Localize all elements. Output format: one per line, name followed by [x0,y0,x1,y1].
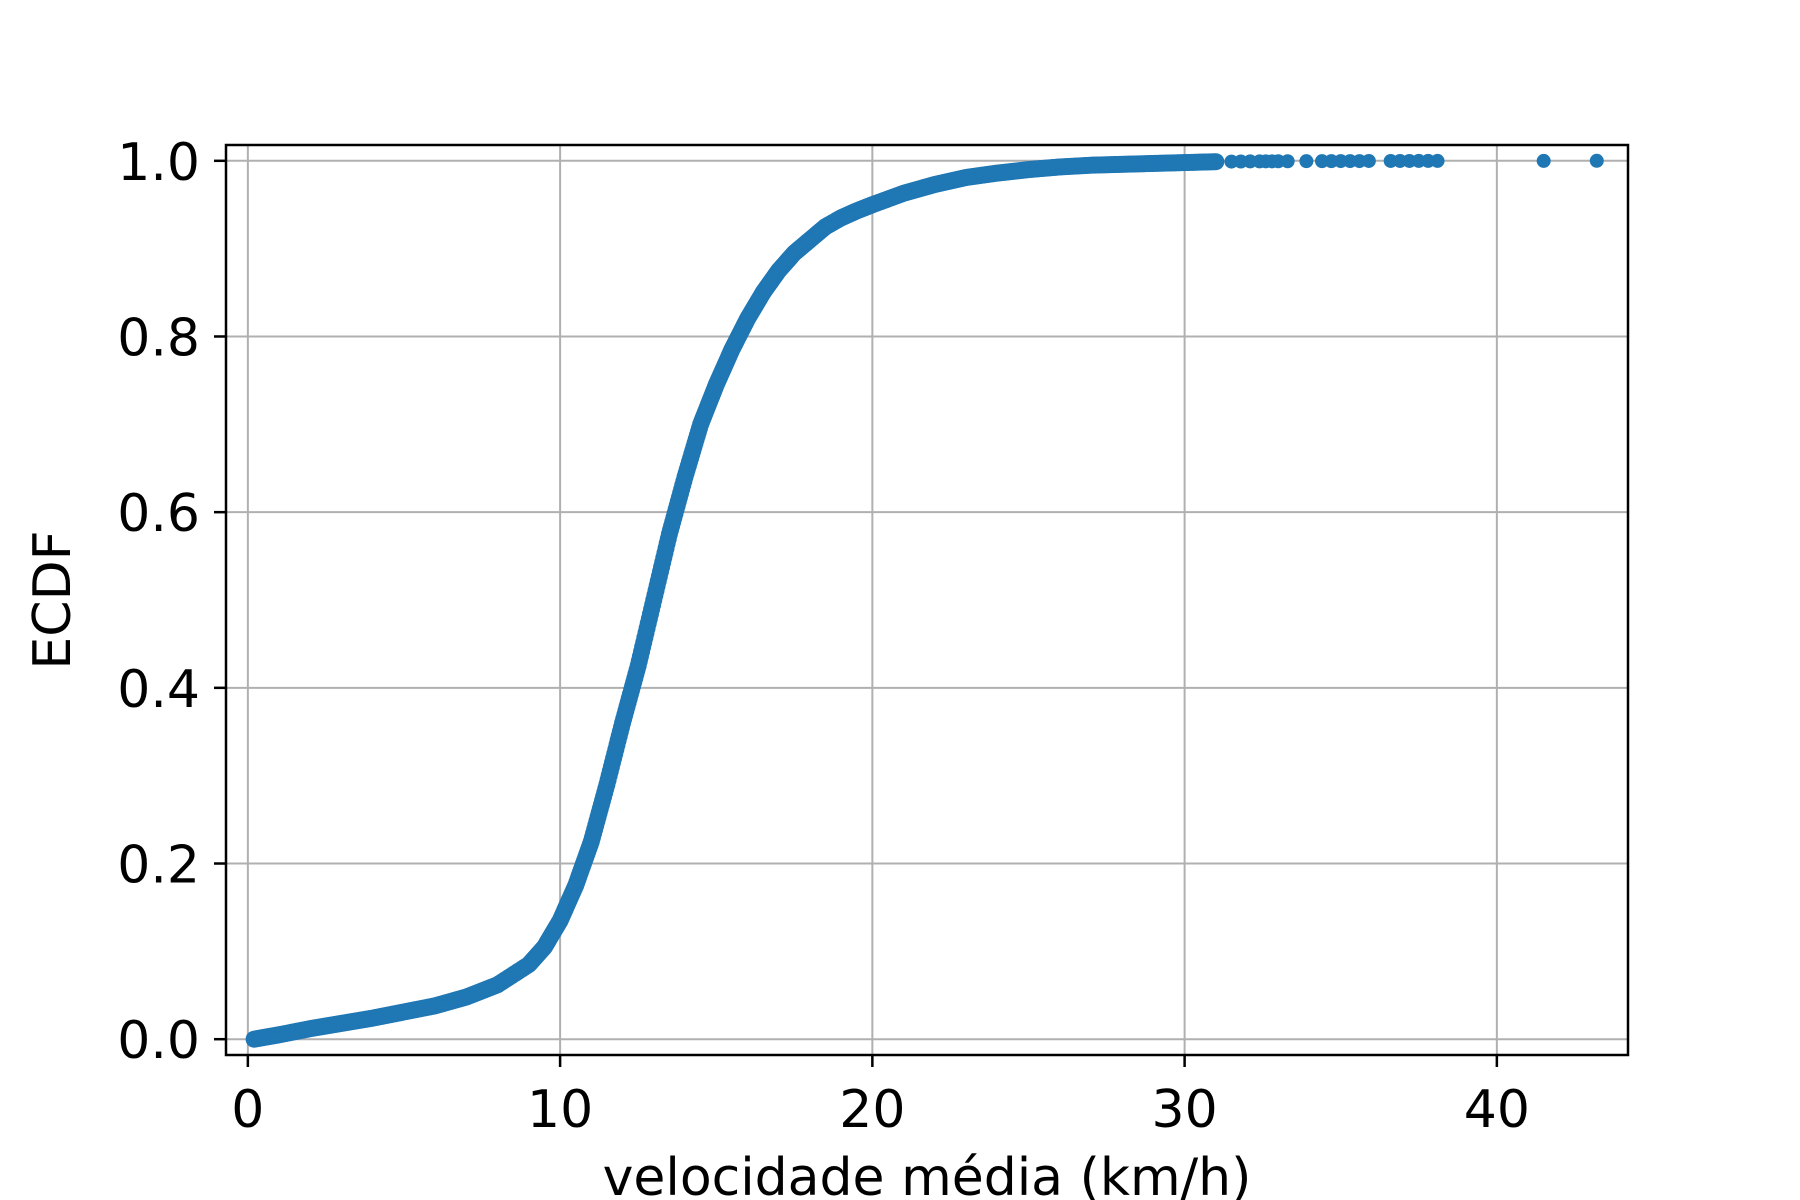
x-tick-label: 10 [527,1080,593,1140]
y-tick-label: 0.4 [117,660,200,720]
y-tick-label: 1.0 [117,133,200,193]
y-axis-ticks: 0.0 0.2 0.4 0.6 0.8 1.0 [117,133,226,1071]
ecdf-outlier-point [1280,154,1295,169]
data-points [245,153,1604,1048]
y-tick-label: 0.0 [117,1011,200,1071]
x-axis-ticks: 0 10 20 30 40 [231,1055,1530,1140]
y-tick-label: 0.2 [117,836,200,896]
ecdf-outlier-point [1361,153,1376,168]
ecdf-point [1207,153,1225,171]
ecdf-outlier-point [1430,153,1445,168]
ecdf-outlier-point [1589,153,1604,168]
x-tick-label: 0 [231,1080,264,1140]
y-axis-label: ECDF [23,530,83,669]
grid-lines [226,145,1628,1055]
ecdf-outlier-point [1299,154,1314,169]
x-tick-label: 30 [1152,1080,1218,1140]
y-tick-label: 0.8 [117,308,200,368]
x-tick-label: 40 [1464,1080,1530,1140]
plot-frame [224,143,1630,1057]
x-tick-label: 20 [839,1080,905,1140]
x-axis-label: velocidade média (km/h) [603,1148,1252,1200]
y-tick-label: 0.6 [117,484,200,544]
ecdf-outlier-point [1536,153,1551,168]
